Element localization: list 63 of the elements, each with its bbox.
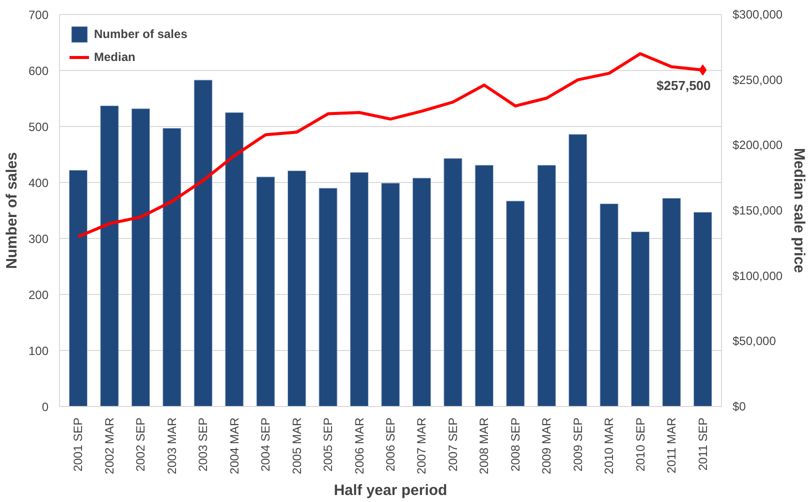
annotation: $257,500 bbox=[656, 78, 711, 94]
bar bbox=[412, 178, 432, 406]
x-tick-label: 2006 MAR bbox=[352, 417, 366, 474]
x-tick-label: 2011 MAR bbox=[664, 417, 679, 474]
x-tick-label: 2007 SEP bbox=[446, 417, 460, 472]
y2-tick-label: $50,000 bbox=[732, 334, 776, 348]
y2-tick-label: $150,000 bbox=[732, 204, 783, 218]
x-tick-label: 2004 MAR bbox=[227, 417, 242, 474]
x-tick-label: 2005 MAR bbox=[290, 417, 304, 474]
bar bbox=[506, 200, 525, 406]
bar bbox=[288, 170, 306, 406]
x-tick-label: 2007 MAR bbox=[414, 417, 429, 474]
bar bbox=[256, 176, 275, 406]
bar bbox=[131, 108, 150, 406]
bar bbox=[350, 172, 369, 406]
y2-tick-label: $0 bbox=[732, 400, 746, 414]
x-tick-label: 2006 SEP bbox=[384, 417, 398, 472]
y-tick-label: 600 bbox=[28, 64, 49, 78]
x-tick-label: 2001 SEP bbox=[71, 417, 86, 472]
legend-label: Number of sales bbox=[94, 27, 188, 41]
y-tick-label: 700 bbox=[28, 8, 49, 22]
bar bbox=[162, 128, 182, 406]
y-tick-label: 500 bbox=[28, 120, 49, 134]
y-tick-label: 300 bbox=[28, 232, 49, 246]
bar bbox=[568, 134, 588, 406]
bar bbox=[68, 170, 88, 406]
x-tick-label: 2009 MAR bbox=[540, 417, 554, 474]
y-tick-label: 200 bbox=[28, 288, 49, 302]
bar bbox=[631, 232, 650, 406]
y2-tick-label: $300,000 bbox=[732, 8, 783, 22]
x-tick-label: 2003 SEP bbox=[196, 417, 210, 472]
y-tick-label: 100 bbox=[28, 344, 49, 358]
x-tick-label: 2002 SEP bbox=[134, 417, 148, 472]
y2-axis-title: Median sale price bbox=[790, 148, 808, 274]
bar bbox=[600, 204, 618, 406]
bar bbox=[318, 188, 338, 406]
y-tick-label: 400 bbox=[28, 176, 49, 190]
bar bbox=[662, 198, 681, 406]
x-tick-label: 2004 SEP bbox=[258, 417, 273, 472]
bar bbox=[225, 112, 244, 406]
x-tick-label: 2010 SEP bbox=[633, 417, 648, 472]
bar bbox=[381, 182, 400, 406]
x-tick-label: 2008 MAR bbox=[477, 417, 492, 474]
bar bbox=[693, 212, 712, 406]
bar bbox=[474, 164, 494, 406]
bar bbox=[100, 106, 119, 406]
y-axis-title: Number of sales bbox=[3, 152, 20, 269]
y2-tick-label: $200,000 bbox=[732, 138, 783, 152]
y2-tick-label: $250,000 bbox=[732, 72, 783, 87]
x-axis-title: Half year period bbox=[334, 482, 448, 500]
y-tick-label: 0 bbox=[42, 400, 49, 414]
x-tick-label: 2009 SEP bbox=[570, 417, 585, 472]
x-tick-label: 2002 MAR bbox=[102, 417, 116, 474]
x-tick-label: 2010 MAR bbox=[602, 417, 616, 474]
bar bbox=[194, 80, 212, 406]
bar bbox=[537, 164, 556, 406]
x-tick-label: 2008 SEP bbox=[508, 417, 522, 472]
legend-label: Median bbox=[94, 50, 136, 64]
bar bbox=[444, 158, 462, 406]
x-tick-label: 2011 SEP bbox=[696, 417, 710, 471]
x-tick-label: 2003 MAR bbox=[164, 417, 179, 474]
y2-tick-label: $100,000 bbox=[732, 268, 783, 283]
x-tick-label: 2005 SEP bbox=[321, 417, 336, 472]
